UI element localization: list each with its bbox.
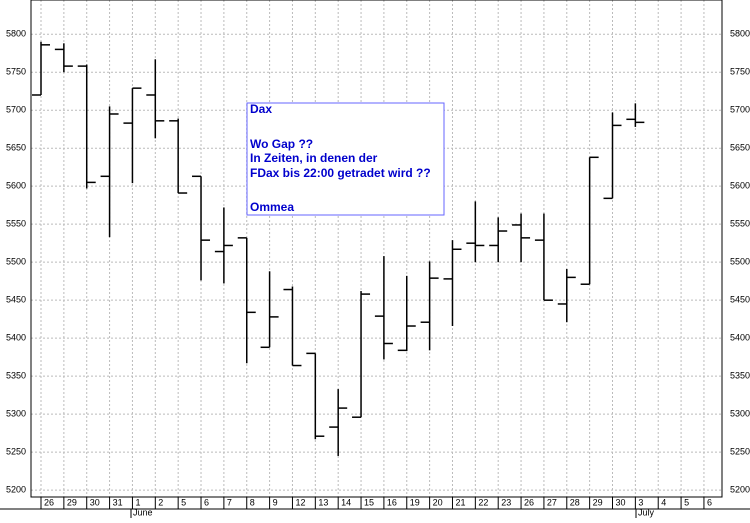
x-tick-label: 28 <box>570 497 580 507</box>
y-tick-label: 5800 <box>6 29 26 39</box>
x-tick-label: 4 <box>661 497 666 507</box>
x-tick-label: 27 <box>547 497 557 507</box>
x-tick-label: 19 <box>410 497 420 507</box>
y-tick-label-right: 5500 <box>730 257 750 267</box>
x-tick-label: 2 <box>158 497 163 507</box>
x-tick-label: 7 <box>227 497 232 507</box>
y-tick-label: 5400 <box>6 333 26 343</box>
y-tick-label: 5600 <box>6 181 26 191</box>
x-tick-label: 6 <box>204 497 209 507</box>
x-tick-label: 14 <box>341 497 351 507</box>
x-tick-label: 15 <box>364 497 374 507</box>
y-tick-label: 5450 <box>6 295 26 305</box>
annotation-text: Dax <box>250 102 272 116</box>
y-tick-label-right: 5300 <box>730 409 750 419</box>
x-tick-label: 20 <box>433 497 443 507</box>
month-label: July <box>638 507 655 517</box>
x-tick-label: 23 <box>501 497 511 507</box>
y-tick-label-right: 5700 <box>730 105 750 115</box>
x-tick-label: 29 <box>67 497 77 507</box>
y-tick-label-right: 5750 <box>730 67 750 77</box>
x-tick-label: 1 <box>135 497 140 507</box>
x-tick-label: 16 <box>387 497 397 507</box>
annotation-text: Wo Gap ?? <box>250 137 313 151</box>
y-tick-label: 5700 <box>6 105 26 115</box>
x-tick-label: 30 <box>616 497 626 507</box>
y-tick-label: 5550 <box>6 219 26 229</box>
annotation-text: Ommea <box>250 200 294 214</box>
x-tick-label: 8 <box>250 497 255 507</box>
y-tick-label: 5200 <box>6 485 26 495</box>
plot-frame <box>30 0 723 498</box>
y-tick-label-right: 5350 <box>730 371 750 381</box>
month-label: June <box>133 507 153 517</box>
y-tick-label: 5650 <box>6 143 26 153</box>
x-tick-label: 5 <box>684 497 689 507</box>
y-tick-label: 5300 <box>6 409 26 419</box>
annotation-text: In Zeiten, in denen der <box>250 151 378 165</box>
y-tick-label-right: 5650 <box>730 143 750 153</box>
x-tick-label: 31 <box>113 497 123 507</box>
y-tick-label-right: 5550 <box>730 219 750 229</box>
y-tick-label: 5500 <box>6 257 26 267</box>
y-tick-label-right: 5200 <box>730 485 750 495</box>
x-tick-label: 9 <box>273 497 278 507</box>
y-tick-label-right: 5400 <box>730 333 750 343</box>
x-tick-label: 3 <box>638 497 643 507</box>
x-tick-label: 29 <box>593 497 603 507</box>
x-tick-label: 21 <box>455 497 465 507</box>
y-tick-label-right: 5450 <box>730 295 750 305</box>
y-tick-label: 5250 <box>6 447 26 457</box>
y-tick-label: 5350 <box>6 371 26 381</box>
x-tick-label: 5 <box>181 497 186 507</box>
x-tick-label: 13 <box>318 497 328 507</box>
x-tick-label: 12 <box>295 497 305 507</box>
annotation-text: FDax bis 22:00 getradet wird ?? <box>250 166 431 180</box>
x-tick-label: 26 <box>44 497 54 507</box>
y-tick-label-right: 5600 <box>730 181 750 191</box>
x-tick-label: 26 <box>524 497 534 507</box>
x-tick-label: 6 <box>707 497 712 507</box>
annotation-box <box>246 102 445 216</box>
y-tick-label-right: 5250 <box>730 447 750 457</box>
x-tick-label: 30 <box>90 497 100 507</box>
x-tick-label: 22 <box>478 497 488 507</box>
y-tick-label-right: 5800 <box>730 29 750 39</box>
y-tick-label: 5750 <box>6 67 26 77</box>
